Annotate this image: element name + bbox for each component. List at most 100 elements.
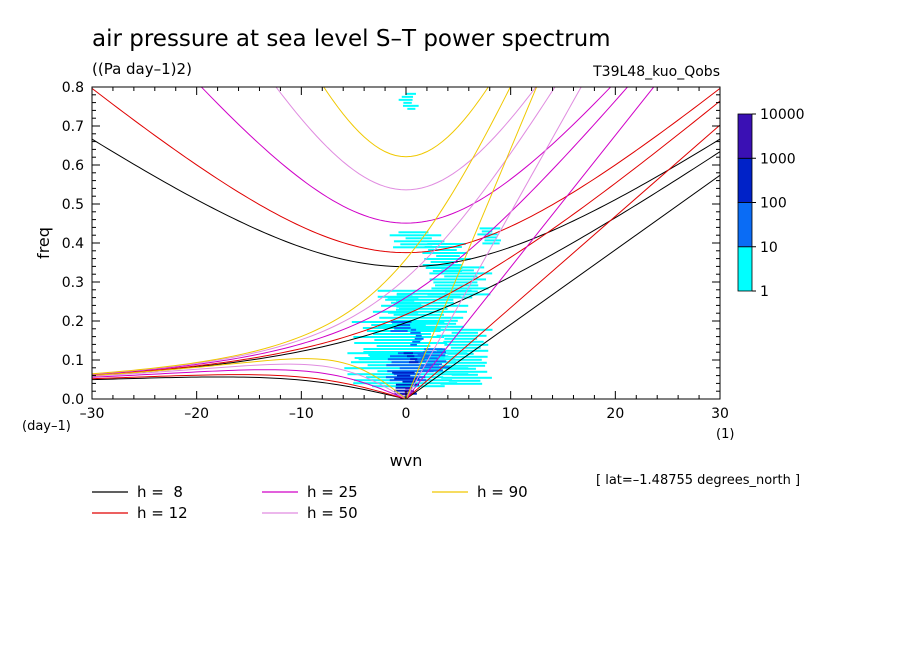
spectrum-band xyxy=(385,376,426,379)
colorbar-swatch xyxy=(737,157,753,203)
legend-item: h = 8 xyxy=(92,483,183,501)
spectrum-band xyxy=(391,361,421,364)
spectrum-band xyxy=(395,386,413,389)
spectrum-band xyxy=(389,379,427,382)
y-tick-label: 0.1 xyxy=(62,353,84,369)
spectrum-band xyxy=(412,340,421,343)
spectrum-band xyxy=(445,361,487,364)
spectrum-band xyxy=(441,376,492,379)
spectrum-band xyxy=(406,355,415,358)
spectrum-band xyxy=(377,325,465,328)
x-axis: –30 –20 –10 0 10 20 30 xyxy=(80,87,729,422)
inertia-gravity-line xyxy=(323,87,489,158)
spectrum-band xyxy=(424,258,471,260)
spectrum-band xyxy=(377,295,461,298)
spectrum-band xyxy=(394,327,411,329)
mrg-wave-line xyxy=(92,100,720,376)
spectrum-band xyxy=(423,351,447,354)
spectrum-band xyxy=(414,337,424,340)
spectrum-band xyxy=(394,389,413,392)
spectrum-band xyxy=(372,385,445,388)
spectrum-blob xyxy=(410,328,424,346)
x-axis-label: wvn xyxy=(390,451,423,470)
spectrum-band xyxy=(395,383,420,386)
spectrum-band xyxy=(422,264,462,266)
spectrum-band xyxy=(403,101,412,104)
spectrum-band xyxy=(405,387,412,390)
spectrum-band xyxy=(387,296,419,299)
y-tick-label: 0.4 xyxy=(62,236,84,252)
spectrum-band xyxy=(440,382,483,385)
colorbar-label: 100 xyxy=(760,196,787,212)
kelvin-wave-line xyxy=(405,124,720,399)
spectrum-band xyxy=(403,352,413,355)
spectrum-band xyxy=(393,240,445,243)
dispersion-curve-h90 xyxy=(92,87,538,399)
dispersion-curves xyxy=(92,87,720,399)
x-tick-label: 0 xyxy=(402,406,411,422)
spectrum-band xyxy=(400,243,433,246)
inertia-gravity-line xyxy=(200,87,612,224)
spectrum-band xyxy=(408,361,419,364)
spectrum-band xyxy=(396,292,448,295)
kelvin-wave-line xyxy=(405,87,655,399)
spectrum-band xyxy=(396,374,411,377)
spectrum-band xyxy=(398,231,429,234)
spectrum-band xyxy=(436,334,487,337)
spectrum-band xyxy=(372,310,467,313)
spectrum-band xyxy=(451,331,478,334)
x-tick-label: 10 xyxy=(502,406,520,422)
y-tick-label: 0.2 xyxy=(62,314,84,330)
spectrum-blob xyxy=(387,293,422,314)
spectrum-blob xyxy=(389,231,445,249)
spectrum-band xyxy=(354,357,445,359)
spectrum-band xyxy=(427,243,466,245)
spectrum-band xyxy=(444,275,478,278)
spectrum-band xyxy=(385,298,454,301)
spectrum-band xyxy=(484,239,501,242)
mrg-wave-line xyxy=(92,87,511,375)
spectrum-band xyxy=(387,311,419,314)
spectrum-band xyxy=(417,354,446,357)
y-tick-label: 0.7 xyxy=(62,119,84,135)
spectrum-band xyxy=(387,370,434,373)
spectrum-band xyxy=(392,371,415,374)
spectrum-band xyxy=(450,346,481,349)
y-tick-label: 0.0 xyxy=(62,392,84,408)
x-tick-label: –10 xyxy=(289,406,314,422)
inertia-gravity-line xyxy=(92,138,720,268)
spectrum-band xyxy=(429,278,487,281)
mrg-wave-line xyxy=(92,87,629,375)
spectrum-band xyxy=(376,345,431,347)
spectrum-band xyxy=(410,343,417,346)
spectrum-band xyxy=(363,351,436,353)
spectrum-band xyxy=(379,316,464,319)
legend-item: h = 90 xyxy=(432,483,528,501)
dispersion-curve-h12 xyxy=(92,87,720,399)
legend-label: h = 50 xyxy=(307,504,358,522)
rossby-wave-line xyxy=(92,358,407,399)
spectrum-band xyxy=(447,352,474,355)
spectrum-band xyxy=(394,328,444,331)
spectrum-band xyxy=(396,299,415,302)
colorbar-swatch xyxy=(737,202,753,248)
rossby-wave-line xyxy=(92,374,407,399)
mrg-wave-line xyxy=(92,87,556,375)
spectrum-band xyxy=(402,393,412,396)
x-tick-label: –20 xyxy=(184,406,209,422)
spectrum-band xyxy=(444,337,478,340)
chart-title: air pressure at sea level S–T power spec… xyxy=(92,26,611,52)
y-axis: 0.0 0.1 0.2 0.3 0.4 0.5 0.6 0.7 0.8 xyxy=(62,80,720,408)
spectrum-band xyxy=(436,349,489,352)
inertia-gravity-line xyxy=(92,87,720,254)
x-unit-label: (1) xyxy=(716,427,734,442)
spectrum-band xyxy=(387,358,425,361)
mrg-wave-line xyxy=(92,151,720,376)
rossby-wave-line xyxy=(92,369,407,399)
spectrum-band xyxy=(435,370,488,373)
colorbar-swatch xyxy=(737,246,753,292)
spectrum-band xyxy=(391,321,412,323)
spectrum-band xyxy=(399,367,424,370)
spectrum-band xyxy=(374,339,422,341)
rossby-wave-line xyxy=(92,363,407,399)
